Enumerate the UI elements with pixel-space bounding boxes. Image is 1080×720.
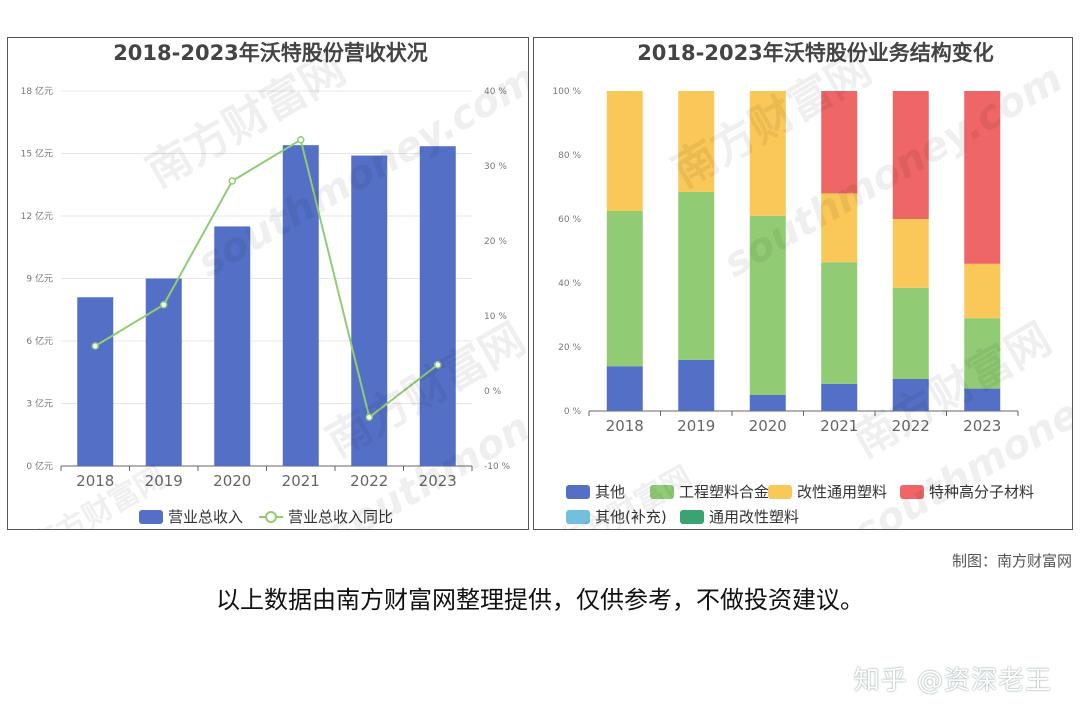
stacked-bar-segment xyxy=(606,211,643,367)
y-left-tick-label: 3 亿元 xyxy=(26,398,53,410)
business-structure-chart-panel: 2018-2023年沃特股份业务结构变化 0 % 20 % 40 % 60 % 80 % 1… xyxy=(533,37,1073,530)
x-tick-label: 2019 xyxy=(145,472,183,490)
stacked-bar-segment xyxy=(749,395,786,411)
x-tick-label: 2023 xyxy=(963,417,1001,435)
y-tick-label: 60 % xyxy=(558,215,581,225)
stacked-bar-segment xyxy=(821,193,858,263)
x-tick-label: 2021 xyxy=(820,417,858,435)
stacked-bar-segment xyxy=(892,379,929,411)
y-left-tick-label: 18 亿元 xyxy=(21,85,53,97)
x-tick-label: 2023 xyxy=(419,472,457,490)
stacked-bar-segment xyxy=(964,318,1001,389)
revenue-chart-panel: 2018-2023年沃特股份营收状况 0 亿元 3 亿元 6 亿元 9 亿元 12 亿元 1… xyxy=(7,37,529,530)
y-right-tick-label: 10 % xyxy=(484,312,507,322)
revenue-bar xyxy=(419,146,456,466)
revenue-chart: 2018-2023年沃特股份营收状况 0 亿元 3 亿元 6 亿元 9 亿元 12 亿元 1… xyxy=(21,41,528,529)
x-tick-label: 2020 xyxy=(749,417,787,435)
chart-title: 2018-2023年沃特股份营收状况 xyxy=(113,41,428,65)
stacked-bar-segment xyxy=(821,383,858,411)
stacked-bar-segment xyxy=(606,366,643,411)
stacked-bar-segment xyxy=(821,262,858,384)
legend-label: 其他(补充) xyxy=(595,508,667,526)
stacked-bar-segment xyxy=(964,388,1001,411)
legend-label: 工程塑料合金 xyxy=(679,483,769,501)
y-right-tick-label: 40 % xyxy=(484,87,507,97)
y-right-tick-label: 0 % xyxy=(484,387,502,397)
legend-swatch xyxy=(900,485,924,499)
business-structure-chart: 2018-2023年沃特股份业务结构变化 0 % 20 % 40 % 60 % 80 % 1… xyxy=(551,41,1073,529)
x-tick-label: 2022 xyxy=(350,472,388,490)
stacked-bar-segment xyxy=(749,91,786,216)
y-tick-label: 20 % xyxy=(558,343,581,353)
stacked-bar-segment xyxy=(678,91,715,192)
yoy-point xyxy=(91,342,99,350)
legend-swatch xyxy=(680,510,704,524)
legend-label: 营业总收入 xyxy=(168,508,243,526)
y-right-tick-label: -10 % xyxy=(484,462,511,472)
stacked-bar-segment xyxy=(892,219,929,288)
x-tick-label: 2019 xyxy=(677,417,715,435)
yoy-point xyxy=(228,177,236,185)
chart-title: 2018-2023年沃特股份业务结构变化 xyxy=(637,41,994,65)
revenue-bar xyxy=(282,145,319,466)
y-left-tick-label: 6 亿元 xyxy=(26,335,53,347)
y-tick-label: 100 % xyxy=(552,87,581,97)
yoy-point xyxy=(365,413,373,421)
revenue-bar xyxy=(77,297,114,466)
legend-swatch xyxy=(566,510,590,524)
legend-swatch xyxy=(566,485,590,499)
y-tick-label: 40 % xyxy=(558,279,581,289)
legend-label: 其他 xyxy=(595,483,625,501)
legend-swatch xyxy=(650,485,674,499)
legend-swatch xyxy=(768,485,792,499)
y-left-tick-label: 9 亿元 xyxy=(26,273,53,285)
source-credit: 制图：南方财富网 xyxy=(951,552,1072,570)
stacked-bar-segment xyxy=(892,287,929,379)
stacked-bar-segment xyxy=(678,359,715,411)
yoy-line xyxy=(94,138,439,419)
legend-swatch-marker xyxy=(265,511,277,523)
legend-label: 特种高分子材料 xyxy=(929,483,1034,501)
y-tick-label: 0 % xyxy=(564,407,582,417)
legend-label: 通用改性塑料 xyxy=(709,508,799,526)
revenue-bar xyxy=(214,226,251,466)
x-tick-label: 2022 xyxy=(892,417,930,435)
stacked-bar-segment xyxy=(892,91,929,219)
y-right-tick-label: 30 % xyxy=(484,162,507,172)
yoy-point xyxy=(434,361,442,369)
legend-label: 改性通用塑料 xyxy=(797,483,887,501)
x-tick-label: 2020 xyxy=(213,472,251,490)
y-tick-label: 80 % xyxy=(558,151,581,161)
stacked-bar-segment xyxy=(749,215,786,395)
stacked-bar-segment xyxy=(964,263,1001,319)
x-tick-label: 2018 xyxy=(606,417,644,435)
y-left-tick-label: 0 亿元 xyxy=(26,460,53,472)
legend-swatch-bar xyxy=(139,510,163,524)
legend-label: 营业总收入同比 xyxy=(288,508,393,526)
stacked-bar-segment xyxy=(606,91,643,211)
disclaimer-text: 以上数据由南方财富网整理提供，仅供参考，不做投资建议。 xyxy=(216,586,864,614)
stacked-bar-segment xyxy=(678,191,715,360)
y-left-tick-label: 15 亿元 xyxy=(21,148,53,160)
x-tick-label: 2018 xyxy=(76,472,114,490)
x-tick-label: 2021 xyxy=(282,472,320,490)
yoy-point xyxy=(297,136,305,144)
stacked-bar-segment xyxy=(821,91,858,194)
y-right-tick-label: 20 % xyxy=(484,237,507,247)
revenue-bar xyxy=(145,278,182,466)
zhihu-watermark: 知乎 @资深老王 xyxy=(853,666,1052,696)
yoy-point xyxy=(160,301,168,309)
y-left-tick-label: 12 亿元 xyxy=(21,210,53,222)
stacked-bar-segment xyxy=(964,91,1001,264)
